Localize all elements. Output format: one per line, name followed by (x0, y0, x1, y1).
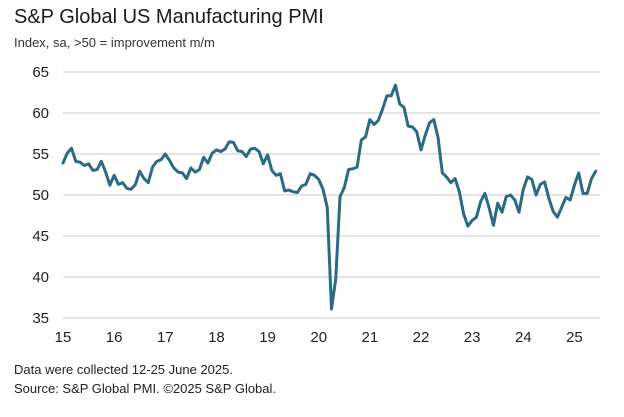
y-axis: 35 40 45 50 55 60 65 (32, 64, 49, 327)
series-line-0 (61, 83, 598, 311)
y-tick-label: 65 (32, 64, 49, 81)
x-tick-label: 24 (515, 329, 532, 346)
chart-subtitle: Index, sa, >50 = improvement m/m (14, 35, 215, 50)
y-tick-label: 50 (32, 187, 49, 204)
y-tick-label: 60 (32, 105, 49, 122)
data-collection-note: Data were collected 12-25 June 2025. (14, 362, 233, 377)
x-axis: 15 16 17 18 19 20 21 22 23 24 25 (55, 329, 583, 346)
y-tick-label: 55 (32, 146, 49, 163)
series-layer (61, 83, 598, 311)
x-tick-label: 16 (106, 329, 123, 346)
y-tick-label: 40 (32, 269, 49, 286)
source-note: Source: S&P Global PMI. ©2025 S&P Global… (14, 381, 277, 396)
x-tick-label: 17 (157, 329, 174, 346)
y-tick-label: 45 (32, 228, 49, 245)
grid-layer (63, 71, 600, 319)
x-tick-label: 19 (259, 329, 276, 346)
chart-title: S&P Global US Manufacturing PMI (14, 6, 324, 28)
x-tick-label: 15 (55, 329, 72, 346)
x-tick-label: 25 (566, 329, 583, 346)
x-tick-label: 21 (362, 329, 379, 346)
y-tick-label: 35 (32, 310, 49, 327)
x-tick-label: 20 (310, 329, 327, 346)
x-tick-label: 23 (464, 329, 481, 346)
x-tick-label: 22 (413, 329, 430, 346)
x-tick-label: 18 (208, 329, 225, 346)
